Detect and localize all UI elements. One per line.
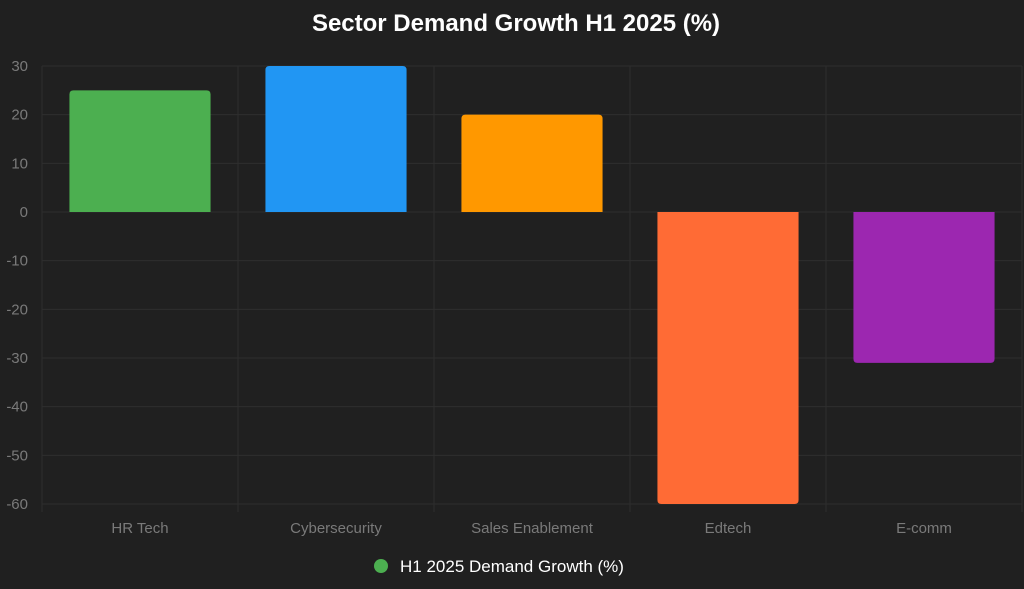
y-tick-label: -20 [6,301,28,318]
x-axis-ticks: HR Tech Cybersecurity Sales Enablement Edte… [111,520,952,537]
y-tick-label: 0 [20,204,28,221]
y-tick-label: -10 [6,253,28,270]
bar-edtech[interactable] [657,212,799,504]
x-tick-label: HR Tech [111,520,168,537]
y-tick-label: -40 [6,399,28,416]
bar-e-comm[interactable] [853,212,995,363]
legend[interactable]: H1 2025 Demand Growth (%) [374,557,624,576]
bars [69,66,995,504]
y-tick-label: 20 [11,107,28,124]
bar-cybersecurity[interactable] [265,66,407,212]
y-tick-label: 30 [11,58,28,75]
legend-marker [374,559,388,573]
y-tick-label: -30 [6,350,28,367]
x-tick-label: E-comm [896,520,952,537]
y-axis-ticks: 30 20 10 0 -10 -20 -30 -40 -50 -60 [6,58,28,513]
bar-hr-tech[interactable] [69,90,211,212]
legend-label: H1 2025 Demand Growth (%) [400,557,624,576]
y-tick-label: -60 [6,496,28,513]
x-tick-label: Edtech [705,520,752,537]
x-tick-label: Cybersecurity [290,520,382,537]
chart-title: Sector Demand Growth H1 2025 (%) [312,10,720,37]
x-tick-label: Sales Enablement [471,520,594,537]
y-tick-label: -50 [6,447,28,464]
bar-sales-enablement[interactable] [461,114,603,212]
y-tick-label: 10 [11,155,28,172]
